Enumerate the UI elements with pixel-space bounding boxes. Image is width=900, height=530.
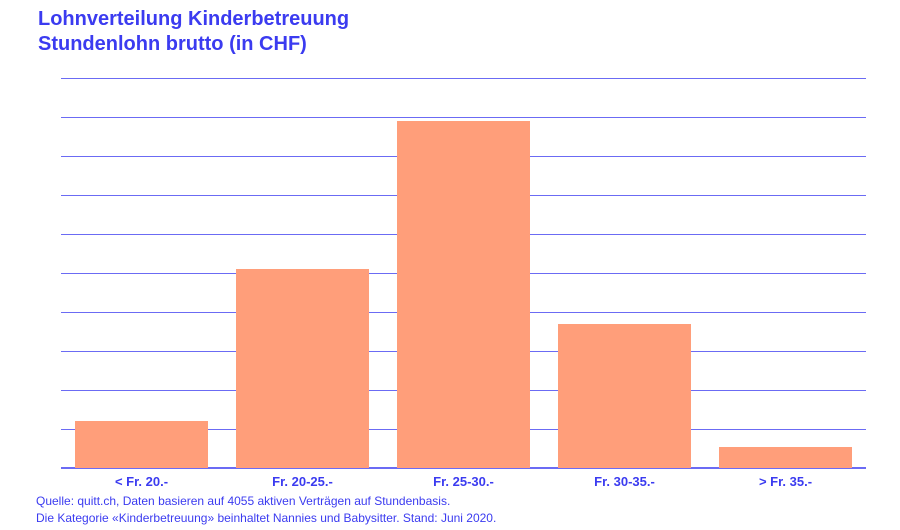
- gridline: [61, 78, 866, 79]
- gridline: [61, 117, 866, 118]
- x-axis-baseline: [61, 467, 866, 469]
- category-note: Die Kategorie «Kinderbetreuung» beinhalt…: [36, 511, 497, 525]
- bar: [236, 269, 369, 468]
- x-axis-label: > Fr. 35.-: [758, 474, 813, 489]
- bar: [719, 446, 852, 468]
- x-axis-label: Fr. 20-25.-: [272, 474, 333, 489]
- chart-subtitle: Stundenlohn brutto (in CHF): [38, 33, 307, 55]
- x-axis-label: < Fr. 20.-: [114, 474, 169, 489]
- x-axis-label: Fr. 25-30.-: [433, 474, 494, 489]
- source-note: Quelle: quitt.ch, Daten basieren auf 405…: [36, 494, 451, 508]
- bar: [75, 421, 208, 468]
- bar: [397, 120, 530, 468]
- footnote: Quelle: quitt.ch, Daten basieren auf 405…: [36, 493, 496, 527]
- x-axis-label: Fr. 30-35.-: [594, 474, 655, 489]
- chart-title-line-1: Lohnverteilung Kinderbetreuung: [38, 8, 350, 30]
- bar: [558, 323, 691, 468]
- chart-title: Lohnverteilung Kinderbetreuung Stundenlo…: [38, 7, 349, 57]
